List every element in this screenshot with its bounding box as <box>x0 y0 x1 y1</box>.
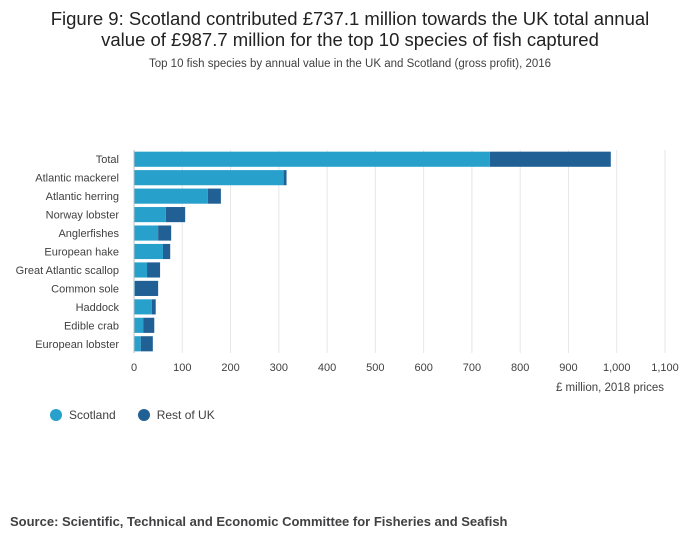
chart-title: Figure 9: Scotland contributed £737.1 mi… <box>0 8 700 50</box>
bar-segment-scotland <box>134 225 159 241</box>
y-category-label: Haddock <box>76 302 120 314</box>
bar-segment-rest-of-uk <box>140 336 153 352</box>
x-tick-label: 800 <box>511 362 529 374</box>
y-category-label: Great Atlantic scallop <box>16 265 119 277</box>
legend-label-scotland: Scotland <box>69 408 116 422</box>
y-category-label: European lobster <box>35 339 119 351</box>
x-axis-label: £ million, 2018 prices <box>555 382 664 394</box>
bar-segment-rest-of-uk <box>158 225 172 241</box>
bar-segment-scotland <box>134 207 166 223</box>
bar-segment-rest-of-uk <box>147 262 161 278</box>
x-tick-label: 200 <box>221 362 239 374</box>
x-tick-label: 100 <box>173 362 191 374</box>
y-category-label: Total <box>96 154 119 166</box>
y-category-label: European hake <box>44 247 119 259</box>
chart-title-line-2: value of £987.7 million for the top 10 s… <box>101 29 599 50</box>
bar-segment-scotland <box>134 170 284 186</box>
bar-segment-scotland <box>134 317 144 333</box>
legend-swatch-scotland <box>50 409 62 421</box>
bar-segment-scotland <box>134 299 152 315</box>
chart-title-line-1: Figure 9: Scotland contributed £737.1 mi… <box>50 8 650 29</box>
bar-segment-scotland <box>134 188 208 204</box>
x-tick-label: 600 <box>414 362 432 374</box>
x-tick-label: 0 <box>131 362 137 374</box>
y-category-label: Anglerfishes <box>58 228 119 240</box>
bar-segment-rest-of-uk <box>283 170 287 186</box>
bar-segment-scotland <box>134 243 163 260</box>
y-category-label: Common sole <box>51 283 119 295</box>
bar-segment-rest-of-uk <box>162 243 171 260</box>
x-tick-label: 1,100 <box>651 362 679 374</box>
source-note: Source: Scientific, Technical and Econom… <box>10 514 508 529</box>
x-tick-label: 900 <box>559 362 577 374</box>
x-tick-label: 400 <box>318 362 336 374</box>
x-tick-label: 300 <box>270 362 288 374</box>
legend-item-rest-of-uk[interactable]: Rest of UK <box>137 408 215 422</box>
bar-segment-rest-of-uk <box>165 207 186 223</box>
legend-label-rest-of-uk: Rest of UK <box>156 408 215 422</box>
bar-segment-scotland <box>134 336 141 352</box>
bar-segment-scotland <box>134 262 148 278</box>
y-category-label: Norway lobster <box>46 210 120 222</box>
bar-segment-rest-of-uk <box>489 151 611 167</box>
bar-segment-scotland <box>134 151 490 167</box>
x-tick-label: 500 <box>366 362 384 374</box>
legend-item-scotland[interactable]: Scotland <box>50 408 116 422</box>
legend-swatch-rest-of-uk <box>137 409 150 421</box>
bar-segment-rest-of-uk <box>207 188 221 204</box>
x-tick-label: 700 <box>463 362 481 374</box>
y-category-label: Edible crab <box>64 320 119 332</box>
x-tick-label: 1,000 <box>603 362 631 374</box>
y-category-label: Atlantic herring <box>46 191 119 203</box>
bar-segment-rest-of-uk <box>143 317 155 333</box>
y-category-label: Atlantic mackerel <box>35 173 119 185</box>
legend: Scotland Rest of UK <box>50 408 215 422</box>
chart-subtitle: Top 10 fish species by annual value in t… <box>148 58 552 70</box>
bar-segment-rest-of-uk <box>134 280 159 296</box>
bar-segment-rest-of-uk <box>151 299 156 315</box>
